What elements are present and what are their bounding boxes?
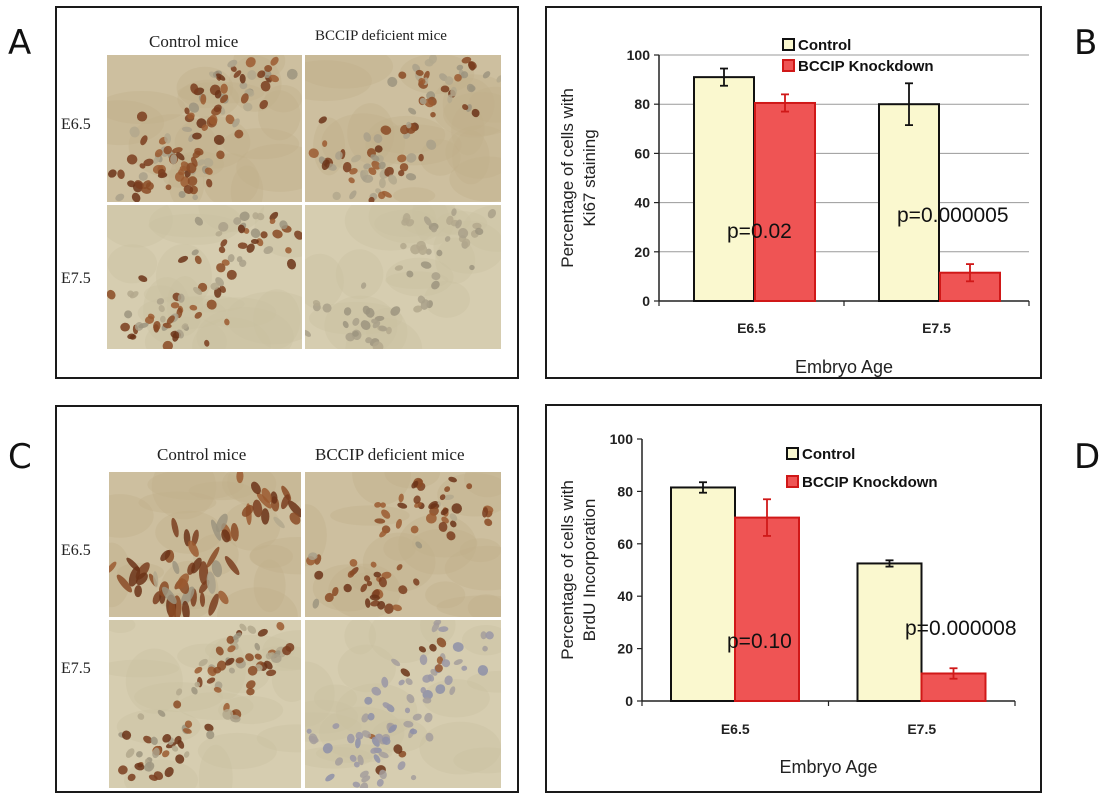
panel-letter-b: B xyxy=(1074,23,1098,63)
panel-c-image-deficient-e75 xyxy=(305,620,501,788)
panel-d-chart: 0 20 40 60 80 100 E6.5 E7.5 p=0.10 p=0.000008 Cont… xyxy=(558,431,1017,777)
p-value-annotation: p=0.000008 xyxy=(905,617,1017,640)
panel-a-image-control-e65 xyxy=(107,55,302,202)
legend-swatch-knockdown xyxy=(782,59,795,72)
panel-a-row-e65: E6.5 xyxy=(61,116,91,133)
y-tick-label: 100 xyxy=(610,431,634,447)
y-tick-label: 60 xyxy=(617,536,633,552)
y-tick-label: 80 xyxy=(634,96,650,112)
bar-control xyxy=(878,103,940,302)
x-category-label: E7.5 xyxy=(907,721,936,737)
y-axis-label: Percentage of cells with xyxy=(558,480,577,660)
x-category-label: E7.5 xyxy=(922,320,951,336)
panel-b-chart: 0 20 40 60 80 100 E6.5 E7.5 p=0.02 p=0.000005 Cont… xyxy=(558,37,1030,377)
p-value-annotation: p=0.02 xyxy=(727,220,792,243)
y-tick-label: 60 xyxy=(634,145,650,161)
micrograph-texture xyxy=(305,55,501,202)
panel-b-chart-frame: 0 20 40 60 80 100 E6.5 E7.5 p=0.02 p=0.000005 Cont… xyxy=(545,6,1042,379)
x-axis-label: Embryo Age xyxy=(779,757,877,777)
legend-label: Control xyxy=(798,37,851,54)
panel-c-image-control-e75 xyxy=(109,620,301,788)
error-bar xyxy=(699,481,707,494)
panel-a-image-deficient-e65 xyxy=(305,55,501,202)
micrograph-texture xyxy=(109,620,301,788)
panel-c-image-deficient-e65 xyxy=(305,472,501,617)
panel-a-frame: Control mice BCCIP deficient mice E6.5 E… xyxy=(55,6,519,379)
panel-a-header-control: Control mice xyxy=(149,32,239,51)
error-bar xyxy=(885,559,894,568)
y-tick-label: 20 xyxy=(634,244,650,260)
panel-d-chart-frame: 0 20 40 60 80 100 E6.5 E7.5 p=0.10 p=0.000008 Cont… xyxy=(545,404,1042,793)
micrograph-texture xyxy=(305,205,501,349)
error-bar xyxy=(720,67,728,87)
x-category-label: E6.5 xyxy=(737,320,766,336)
y-axis-label: Percentage of cells with xyxy=(558,88,577,268)
bar-control xyxy=(670,486,736,702)
error-bar xyxy=(966,263,974,283)
y-axis-label: BrdU Incorporation xyxy=(580,499,599,642)
micrograph-texture xyxy=(109,472,301,617)
micrograph-texture xyxy=(305,472,501,617)
p-value-annotation: p=0.000005 xyxy=(897,204,1009,227)
legend-label: Control xyxy=(802,446,855,463)
y-tick-label: 40 xyxy=(617,588,633,604)
panel-letter-a: A xyxy=(8,23,32,63)
y-tick-label: 100 xyxy=(627,47,651,63)
legend-swatch-knockdown xyxy=(786,475,799,488)
x-axis-label: Embryo Age xyxy=(795,357,893,377)
y-tick-label: 0 xyxy=(625,693,633,709)
panel-c-image-control-e65 xyxy=(109,472,301,617)
panel-a-header-deficient: BCCIP deficient mice xyxy=(315,28,447,44)
micrograph-texture xyxy=(305,620,501,788)
panel-c-row-e75: E7.5 xyxy=(61,660,91,677)
error-bar xyxy=(781,93,789,113)
bar-knockdown xyxy=(754,101,816,302)
panel-c-header-control: Control mice xyxy=(157,445,247,464)
p-value-annotation: p=0.10 xyxy=(727,630,792,653)
error-bar xyxy=(763,498,771,537)
legend-swatch-control xyxy=(782,38,795,51)
panel-letter-d: D xyxy=(1074,437,1101,477)
legend-swatch-control xyxy=(786,447,799,460)
y-tick-label: 40 xyxy=(634,195,650,211)
panel-a-image-control-e75 xyxy=(107,205,302,349)
error-bar xyxy=(949,667,958,680)
legend-label: BCCIP Knockdown xyxy=(802,474,938,491)
x-category-label: E6.5 xyxy=(721,721,750,737)
micrograph-texture xyxy=(107,205,302,349)
panel-c-frame: Control mice BCCIP deficient mice E6.5 E… xyxy=(55,405,519,793)
y-tick-label: 20 xyxy=(617,641,633,657)
error-bar xyxy=(905,82,913,127)
y-axis-label: Ki67 staining xyxy=(580,129,599,226)
micrograph-texture xyxy=(107,55,302,202)
bar-knockdown xyxy=(734,516,800,702)
legend-label: BCCIP Knockdown xyxy=(798,58,934,75)
bar-control xyxy=(856,562,923,702)
panel-a-image-deficient-e75 xyxy=(305,205,501,349)
panel-c-header-deficient: BCCIP deficient mice xyxy=(315,445,465,464)
panel-a-row-e75: E7.5 xyxy=(61,270,91,287)
bar-control xyxy=(693,76,755,302)
y-tick-label: 80 xyxy=(617,483,633,499)
panel-letter-c: C xyxy=(8,437,32,477)
y-tick-label: 0 xyxy=(642,293,650,309)
panel-c-row-e65: E6.5 xyxy=(61,542,91,559)
